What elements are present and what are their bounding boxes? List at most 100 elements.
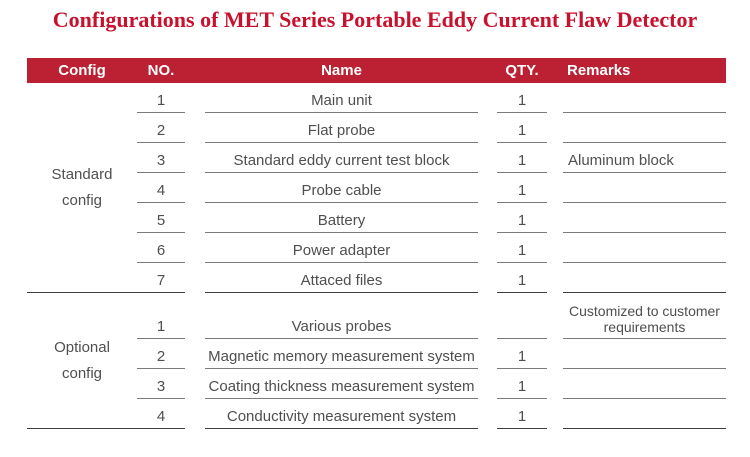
cell-no: 2: [137, 113, 185, 143]
header-no: NO.: [147, 62, 175, 79]
column-gap: [185, 263, 205, 293]
column-gap: [185, 399, 205, 429]
cell-qty: 1: [497, 143, 547, 173]
table-row: 6 Power adapter 1: [137, 233, 726, 263]
cell-name: Standard eddy current test block: [205, 143, 478, 173]
column-gap: [547, 263, 563, 293]
config-label-optional: Optional config: [27, 293, 137, 429]
cell-no: 4: [137, 173, 185, 203]
column-gap: [478, 293, 497, 339]
page-title: Configurations of MET Series Portable Ed…: [52, 7, 698, 32]
column-gap: [547, 203, 563, 233]
cell-remarks: [563, 113, 726, 143]
column-gap: [185, 339, 205, 369]
column-gap: [478, 263, 497, 293]
cell-no: 6: [137, 233, 185, 263]
table-row: 1 Main unit 1: [137, 83, 726, 113]
cell-qty: 1: [497, 83, 547, 113]
header-qty: QTY.: [505, 62, 539, 79]
cell-qty: 1: [497, 173, 547, 203]
column-gap: [185, 293, 205, 339]
cell-remarks: [563, 233, 726, 263]
cell-name: Main unit: [205, 83, 478, 113]
table-row: 5 Battery 1: [137, 203, 726, 233]
column-gap: [547, 369, 563, 399]
cell-name: Magnetic memory measurement system: [205, 339, 478, 369]
column-gap: [547, 399, 563, 429]
cell-no: 7: [137, 263, 185, 293]
column-gap: [185, 203, 205, 233]
column-gap: [478, 203, 497, 233]
cell-no: 3: [137, 143, 185, 173]
cell-remarks: [563, 83, 726, 113]
cell-qty: [497, 293, 547, 339]
cell-remarks: [563, 173, 726, 203]
column-gap: [185, 83, 205, 113]
section-standard-config: Standard config 1 Main unit 1 2 Flat pro…: [27, 83, 726, 293]
column-gap: [547, 233, 563, 263]
header-config: Config: [58, 62, 106, 79]
cell-no: 3: [137, 369, 185, 399]
section-rows: 1 Various probes Customized to customer …: [137, 293, 726, 429]
cell-no: 4: [137, 399, 185, 429]
cell-remarks: [563, 339, 726, 369]
config-table: Config NO. Name QTY. Remarks Standard co…: [27, 58, 726, 429]
table-header-row: Config NO. Name QTY. Remarks: [27, 58, 726, 83]
config-label-standard: Standard config: [27, 83, 137, 293]
column-gap: [478, 369, 497, 399]
table-row: 3 Coating thickness measurement system 1: [137, 369, 726, 399]
cell-name: Conductivity measurement system: [205, 399, 478, 429]
cell-name: Probe cable: [205, 173, 478, 203]
cell-remarks: Aluminum block: [563, 143, 726, 173]
cell-qty: 1: [497, 113, 547, 143]
cell-remarks: [563, 369, 726, 399]
table-row: 4 Conductivity measurement system 1: [137, 399, 726, 429]
cell-no: 5: [137, 203, 185, 233]
column-gap: [478, 233, 497, 263]
header-remarks: Remarks: [567, 62, 631, 79]
cell-name: Flat probe: [205, 113, 478, 143]
cell-qty: 1: [497, 339, 547, 369]
config-label-line: config: [61, 191, 103, 209]
cell-qty: 1: [497, 399, 547, 429]
column-gap: [185, 113, 205, 143]
cell-no: 1: [137, 293, 185, 339]
cell-qty: 1: [497, 203, 547, 233]
table-row: 2 Magnetic memory measurement system 1: [137, 339, 726, 369]
column-gap: [185, 173, 205, 203]
column-gap: [478, 83, 497, 113]
cell-qty: 1: [497, 233, 547, 263]
column-gap: [185, 143, 205, 173]
column-gap: [185, 233, 205, 263]
column-gap: [547, 173, 563, 203]
cell-qty: 1: [497, 369, 547, 399]
table-row: 4 Probe cable 1: [137, 173, 726, 203]
column-gap: [478, 173, 497, 203]
section-optional-config: Optional config 1 Various probes Customi…: [27, 293, 726, 429]
table-row: 7 Attaced files 1: [137, 263, 726, 293]
table-row: 3 Standard eddy current test block 1 Alu…: [137, 143, 726, 173]
cell-name: Battery: [205, 203, 478, 233]
cell-name: Various probes: [205, 293, 478, 339]
cell-remarks: [563, 263, 726, 293]
config-label-line: config: [61, 364, 103, 382]
cell-name: Coating thickness measurement system: [205, 369, 478, 399]
cell-name: Power adapter: [205, 233, 478, 263]
section-rows: 1 Main unit 1 2 Flat probe 1 3 St: [137, 83, 726, 293]
config-label-line: Optional: [54, 338, 110, 356]
cell-remarks: Customized to customer requirements: [563, 293, 726, 339]
table-row: 2 Flat probe 1: [137, 113, 726, 143]
column-gap: [185, 369, 205, 399]
column-gap: [547, 339, 563, 369]
config-label-line: Standard: [51, 165, 113, 183]
column-gap: [478, 113, 497, 143]
column-gap: [547, 143, 563, 173]
cell-remarks: [563, 203, 726, 233]
cell-name: Attaced files: [205, 263, 478, 293]
table-row: 1 Various probes Customized to customer …: [137, 293, 726, 339]
column-gap: [478, 399, 497, 429]
cell-no: 2: [137, 339, 185, 369]
cell-no: 1: [137, 83, 185, 113]
column-gap: [547, 83, 563, 113]
column-gap: [478, 143, 497, 173]
